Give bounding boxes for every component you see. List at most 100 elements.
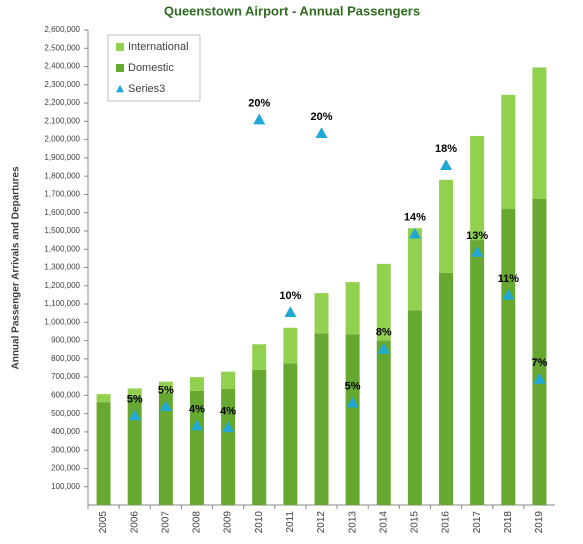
y-tick-label: 2,300,000 — [44, 80, 80, 89]
bar-segment — [96, 394, 111, 403]
bar-segment — [345, 282, 360, 335]
data-label: 14% — [404, 212, 426, 224]
y-tick-label: 800,000 — [51, 354, 80, 363]
data-label: 8% — [376, 327, 392, 339]
y-tick-label: 2,600,000 — [44, 25, 80, 34]
bar-segment — [252, 344, 267, 370]
y-tick-label: 2,000,000 — [44, 135, 80, 144]
bar-segment — [221, 371, 236, 389]
legend-swatch — [116, 64, 124, 72]
bar-segment — [345, 334, 360, 505]
chart-title: Queenstown Airport - Annual Passengers — [164, 3, 420, 18]
series3-marker — [377, 342, 390, 354]
data-label: 5% — [127, 393, 143, 405]
series3-marker — [408, 227, 421, 239]
x-tick-label: 2017 — [472, 511, 483, 534]
x-tick-label: 2008 — [192, 511, 203, 534]
bar-segment — [532, 67, 547, 199]
bar-segment — [189, 377, 204, 391]
bar-segment — [283, 327, 298, 364]
series3-marker — [159, 400, 172, 412]
x-tick-label: 2016 — [441, 511, 452, 534]
y-tick-label: 1,700,000 — [44, 190, 80, 199]
legend-marker — [116, 85, 124, 93]
bar-segment — [470, 135, 485, 241]
x-tick-label: 2007 — [160, 511, 171, 534]
y-tick-label: 1,500,000 — [44, 226, 80, 235]
y-tick-label: 1,400,000 — [44, 244, 80, 253]
y-tick-label: 2,400,000 — [44, 62, 80, 71]
y-tick-label: 300,000 — [51, 445, 80, 454]
y-tick-label: 1,000,000 — [44, 317, 80, 326]
series3-marker — [253, 113, 266, 125]
x-tick-label: 2013 — [347, 511, 358, 534]
series3-marker — [346, 396, 359, 408]
x-tick-label: 2019 — [534, 511, 545, 534]
data-label: 20% — [248, 97, 270, 109]
data-label: 7% — [531, 357, 547, 369]
x-tick-label: 2011 — [285, 511, 296, 533]
series3-marker — [315, 127, 328, 139]
bar-segment — [439, 179, 454, 273]
legend-swatch — [116, 43, 124, 51]
x-tick-label: 2009 — [223, 511, 234, 534]
series3-marker — [502, 288, 515, 300]
data-label: 13% — [466, 230, 488, 242]
bar-segment — [252, 369, 267, 505]
x-tick-label: 2012 — [316, 511, 327, 534]
x-tick-label: 2018 — [503, 511, 514, 534]
y-tick-label: 500,000 — [51, 409, 80, 418]
x-tick-label: 2015 — [410, 511, 421, 534]
y-tick-label: 900,000 — [51, 336, 80, 345]
data-label: 20% — [310, 111, 332, 123]
y-tick-label: 200,000 — [51, 464, 80, 473]
bar-segment — [376, 263, 391, 341]
bar-segment — [407, 228, 422, 311]
y-tick-label: 100,000 — [51, 482, 80, 491]
legend-label: Domestic — [128, 62, 174, 74]
data-label: 4% — [220, 405, 236, 417]
bar-segment — [376, 340, 391, 505]
bar-segment — [283, 363, 298, 505]
y-tick-label: 700,000 — [51, 372, 80, 381]
bar-segment — [221, 388, 236, 505]
bar-segment — [532, 198, 547, 505]
bar-segment — [158, 381, 173, 393]
bar-segment — [127, 396, 142, 505]
series3-marker — [128, 409, 141, 421]
y-tick-label: 1,800,000 — [44, 171, 80, 180]
bar-segment — [407, 310, 422, 505]
legend-label: Series3 — [128, 83, 165, 95]
y-tick-label: 1,600,000 — [44, 208, 80, 217]
data-label: 10% — [279, 290, 301, 302]
y-tick-label: 1,100,000 — [44, 299, 80, 308]
x-tick-label: 2010 — [254, 511, 265, 534]
bar-segment — [96, 402, 111, 505]
data-label: 5% — [345, 381, 361, 393]
series3-marker — [440, 159, 453, 170]
x-tick-label: 2005 — [98, 511, 109, 534]
bar-segment — [501, 209, 516, 506]
bar-segment — [189, 390, 204, 505]
data-label: 18% — [435, 143, 457, 155]
bar-segment — [439, 272, 454, 505]
bar-segment — [127, 388, 142, 397]
series3-marker — [471, 245, 484, 257]
legend-label: International — [128, 41, 189, 53]
data-label: 5% — [158, 384, 174, 396]
series3-marker — [284, 306, 297, 318]
x-tick-label: 2006 — [129, 511, 140, 534]
y-tick-label: 1,300,000 — [44, 263, 80, 272]
bar-segment — [501, 94, 516, 210]
data-label: 4% — [189, 403, 205, 415]
y-tick-label: 2,500,000 — [44, 43, 80, 52]
series3-marker — [533, 372, 546, 384]
data-label: 11% — [498, 273, 520, 285]
series3-marker — [190, 419, 203, 431]
series3-marker — [222, 421, 235, 433]
y-axis-label: Annual Passenger Arrivals and Departures — [11, 166, 22, 369]
x-tick-label: 2014 — [378, 511, 389, 534]
y-tick-label: 1,200,000 — [44, 281, 80, 290]
bar-segment — [314, 333, 329, 505]
